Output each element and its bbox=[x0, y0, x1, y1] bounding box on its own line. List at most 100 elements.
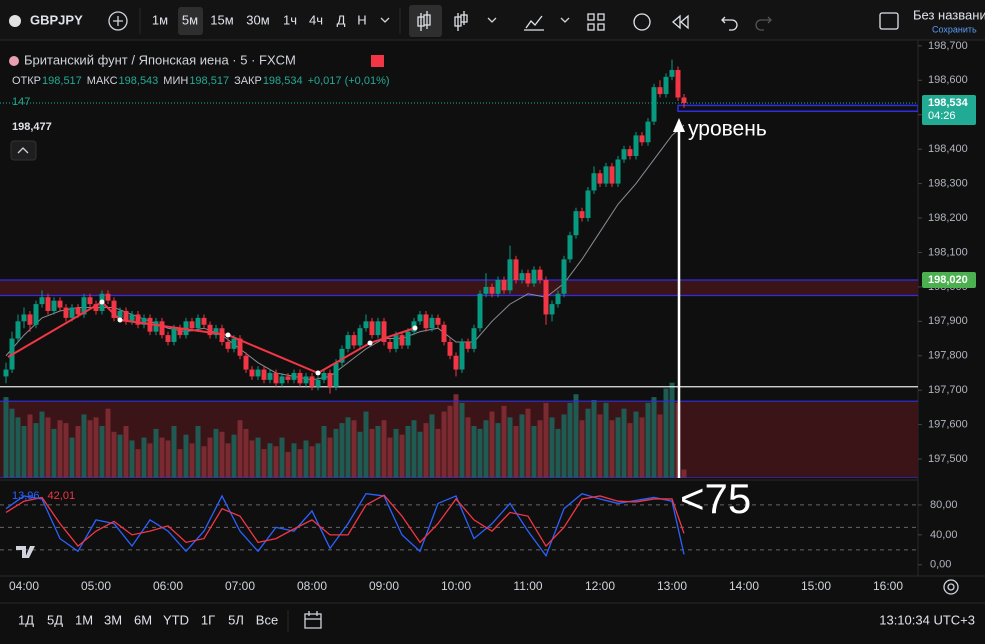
volume-bar bbox=[465, 417, 471, 478]
candle-body bbox=[669, 69, 675, 77]
x-tick-label: 09:00 bbox=[369, 579, 399, 593]
candle-body bbox=[3, 369, 9, 377]
candle-body bbox=[609, 166, 615, 184]
range-button[interactable]: 5Л bbox=[228, 612, 244, 627]
volume-bar bbox=[303, 440, 309, 478]
y-tick-label: 198,700 bbox=[928, 40, 968, 52]
volume-bar bbox=[381, 420, 387, 478]
candle-body bbox=[195, 317, 201, 329]
x-tick-label: 12:00 bbox=[585, 579, 615, 593]
redo[interactable] bbox=[755, 16, 772, 31]
document-name[interactable]: Без названи bbox=[913, 7, 985, 22]
candles-icon[interactable] bbox=[417, 11, 431, 31]
indicators-icon[interactable] bbox=[524, 15, 544, 31]
x-tick-label: 11:00 bbox=[513, 579, 542, 593]
volume-bar bbox=[531, 426, 537, 478]
candle-body bbox=[459, 341, 465, 370]
bars-icon[interactable] bbox=[454, 11, 468, 31]
volume-bar bbox=[219, 431, 225, 478]
menu[interactable] bbox=[560, 17, 570, 23]
flag-icon bbox=[9, 56, 19, 66]
add-symbol[interactable] bbox=[108, 11, 128, 31]
save-status[interactable]: Сохранить bbox=[932, 24, 977, 34]
candle-body bbox=[399, 335, 405, 346]
replay-icon[interactable] bbox=[672, 14, 689, 30]
settings[interactable] bbox=[943, 579, 959, 595]
volume-bar bbox=[357, 431, 363, 478]
range-button[interactable]: 3М bbox=[104, 612, 122, 627]
layout-icon[interactable] bbox=[879, 12, 899, 30]
candle-body bbox=[621, 149, 627, 160]
y-tick-label: 197,500 bbox=[928, 453, 968, 465]
volume-bar bbox=[603, 402, 609, 478]
candle-body bbox=[231, 338, 237, 349]
interval-button[interactable]: 1м bbox=[152, 12, 168, 27]
candle-body bbox=[579, 211, 585, 219]
legend-label: МАКС bbox=[87, 75, 118, 87]
candle-body bbox=[507, 259, 513, 291]
collapse-button[interactable] bbox=[10, 140, 37, 161]
candle-body bbox=[285, 376, 291, 380]
range-button[interactable]: 6М bbox=[134, 612, 152, 627]
range-button[interactable]: YTD bbox=[163, 612, 189, 627]
point bbox=[225, 332, 231, 338]
candle-body bbox=[591, 173, 597, 191]
volume-bar bbox=[453, 394, 459, 478]
volume-bar bbox=[21, 426, 27, 478]
volume-bar bbox=[513, 426, 519, 478]
interval-button[interactable]: Д bbox=[337, 12, 346, 27]
symbol-icon[interactable] bbox=[9, 15, 21, 27]
volume-bar bbox=[63, 423, 69, 478]
range-button[interactable]: 1Г bbox=[201, 612, 215, 627]
trend-drawing bbox=[7, 299, 418, 376]
candle-body bbox=[141, 317, 147, 325]
interval-button[interactable]: 1ч bbox=[283, 12, 297, 27]
volume-bar bbox=[177, 449, 183, 478]
volume-bar bbox=[345, 417, 351, 478]
candle-body bbox=[471, 328, 477, 349]
calendar-icon[interactable] bbox=[304, 611, 322, 629]
candle-body bbox=[15, 321, 21, 339]
candle-body bbox=[357, 328, 363, 346]
alert-icon[interactable] bbox=[633, 13, 651, 31]
interval-button[interactable]: Н bbox=[357, 12, 366, 27]
candle-body bbox=[537, 269, 543, 281]
interval-button[interactable]: 30м bbox=[246, 12, 269, 27]
candle-body bbox=[675, 69, 681, 98]
level-price-box bbox=[922, 272, 976, 289]
legend-change: +0,017 (+0,01%) bbox=[308, 75, 390, 87]
x-tick-label: 10:00 bbox=[441, 579, 471, 593]
volume-bar bbox=[135, 449, 141, 478]
menu[interactable] bbox=[487, 17, 497, 23]
candle-body bbox=[339, 348, 345, 363]
x-tick-label: 06:00 bbox=[153, 579, 183, 593]
volume-bar bbox=[573, 394, 579, 478]
x-tick-label: 14:00 bbox=[729, 579, 759, 593]
symbol[interactable]: GBPJPY bbox=[30, 12, 83, 27]
volume-bar bbox=[225, 443, 231, 478]
oscillator-line bbox=[5, 494, 685, 548]
layouts-icon[interactable] bbox=[587, 13, 605, 31]
interval-button[interactable]: 4ч bbox=[309, 12, 323, 27]
range-button[interactable]: 5Д bbox=[47, 612, 63, 627]
interval-menu[interactable] bbox=[380, 17, 390, 23]
y-tick-label: 198,600 bbox=[928, 74, 968, 86]
undo[interactable] bbox=[721, 16, 738, 31]
y-tick-label: 197,800 bbox=[928, 350, 968, 362]
y-tick-label: 198,300 bbox=[928, 177, 968, 189]
volume-bar bbox=[39, 411, 45, 478]
y-tick-label: 197,600 bbox=[928, 419, 968, 431]
interval-button[interactable]: 15м bbox=[210, 12, 233, 27]
range-button[interactable]: 1Д bbox=[18, 612, 34, 627]
candle-body bbox=[153, 321, 159, 332]
interval-button[interactable]: 5м bbox=[182, 12, 198, 27]
range-button[interactable]: 1М bbox=[75, 612, 93, 627]
range-button[interactable]: Все bbox=[256, 612, 278, 627]
candle-body bbox=[279, 376, 285, 384]
candle-body bbox=[303, 376, 309, 384]
candle-body bbox=[249, 369, 255, 377]
volume-bar bbox=[411, 420, 417, 478]
legend-value: 198,517 bbox=[42, 75, 82, 87]
chart-type-bg bbox=[409, 5, 442, 37]
candle-body bbox=[417, 314, 423, 322]
